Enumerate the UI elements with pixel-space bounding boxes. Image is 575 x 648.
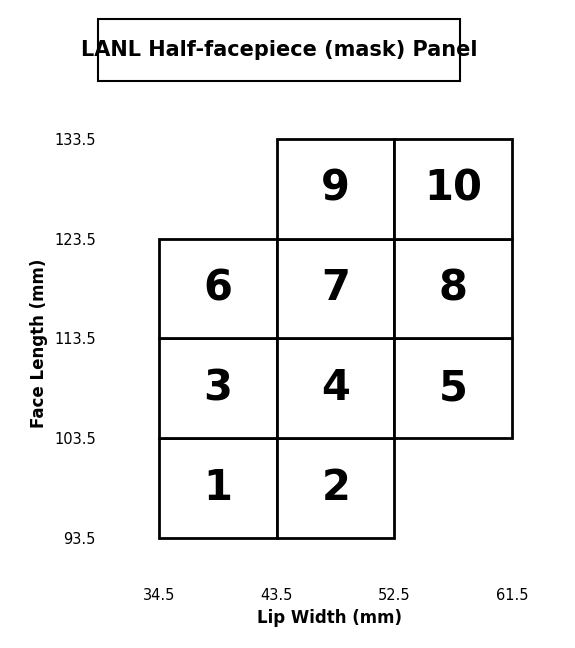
Y-axis label: Face Length (mm): Face Length (mm) [30, 259, 48, 428]
Bar [159, 238, 277, 338]
Text: 10: 10 [424, 168, 482, 209]
X-axis label: Lip Width (mm): Lip Width (mm) [256, 608, 402, 627]
Bar [394, 338, 512, 438]
Text: 2: 2 [321, 467, 350, 509]
Text: LANL Half-facepiece (mask) Panel: LANL Half-facepiece (mask) Panel [81, 40, 477, 60]
Bar [159, 438, 277, 538]
Text: 1: 1 [204, 467, 233, 509]
Bar [394, 238, 512, 338]
Bar [394, 139, 512, 238]
Bar [277, 238, 394, 338]
Bar [277, 438, 394, 538]
Bar [277, 139, 394, 238]
Text: 7: 7 [321, 268, 350, 310]
Bar [277, 338, 394, 438]
Text: 3: 3 [204, 367, 233, 410]
Text: 9: 9 [321, 168, 350, 209]
Text: 5: 5 [439, 367, 467, 410]
Bar [159, 338, 277, 438]
Text: 6: 6 [204, 268, 233, 310]
Text: 4: 4 [321, 367, 350, 410]
Text: 8: 8 [439, 268, 468, 310]
